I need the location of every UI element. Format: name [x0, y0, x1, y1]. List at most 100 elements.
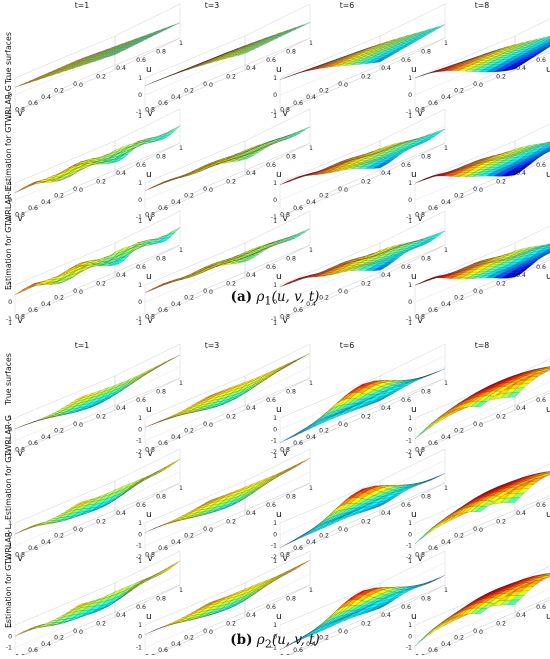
- v-tick-label: 0.6: [28, 440, 38, 447]
- u-tick-label: 0.8: [421, 493, 431, 500]
- surface-cell: [145, 575, 157, 581]
- v-tick-label: 1: [138, 113, 142, 120]
- surface-cell: [159, 568, 171, 574]
- z-tick-label: 1: [273, 622, 277, 629]
- z-tick-label: 1: [273, 520, 277, 527]
- u-tick-label: 0.6: [536, 162, 546, 169]
- u-tick-label: 0.4: [381, 272, 391, 279]
- u-tick-label: 0.6: [136, 264, 146, 271]
- v-axis-label: v: [18, 449, 24, 459]
- surface-cell: [152, 30, 164, 35]
- z-tick-label: 1: [138, 622, 142, 629]
- surface-cell: [298, 127, 310, 132]
- u-tick-label: 0: [479, 82, 483, 89]
- u-axis-label: u: [146, 170, 152, 180]
- u-axis-label: u: [146, 272, 152, 282]
- u-axis-label: u: [546, 170, 550, 180]
- v-tick-label: 1: [273, 453, 277, 460]
- column-title-3: t=8: [475, 1, 490, 10]
- surface-cell: [429, 70, 441, 73]
- v-tick-label: 0.6: [428, 100, 438, 107]
- surface-cell: [272, 366, 284, 373]
- u-axis-label: u: [546, 510, 550, 520]
- z-tick-label: -1: [271, 438, 277, 445]
- surface-cell: [27, 181, 39, 186]
- u-tick-label: 0: [344, 82, 348, 89]
- surface-cell: [294, 563, 306, 569]
- z-gridline: [280, 4, 445, 78]
- u-tick-label: 0.8: [421, 388, 431, 395]
- u-axis-label: u: [276, 272, 282, 282]
- u-tick-label: 0.2: [361, 179, 371, 186]
- v-tick-label: 0.6: [428, 307, 438, 314]
- surface-cell: [147, 365, 159, 372]
- u-tick-label: 0: [209, 187, 213, 194]
- v-tick-label: 1: [273, 218, 277, 225]
- v-tick-label: 0.6: [293, 307, 303, 314]
- surface-cell: [152, 469, 164, 475]
- v-tick-label: 0: [73, 526, 77, 533]
- u-tick-label: 0.2: [96, 621, 106, 628]
- u-tick-label: 0.6: [266, 264, 276, 271]
- z-tick-label: 0: [273, 197, 277, 204]
- v-tick-label: 1: [408, 113, 412, 120]
- surface-cell: [275, 573, 287, 580]
- v-tick-label: 0.6: [158, 205, 168, 212]
- u-tick-label: 1: [444, 247, 448, 254]
- u-tick-label: 0: [79, 527, 83, 534]
- u-tick-label: 0.2: [496, 414, 506, 421]
- v-axis-label: v: [148, 554, 154, 564]
- u-axis-label: u: [411, 65, 417, 75]
- surface-cell: [161, 463, 173, 470]
- surface-cell: [422, 423, 434, 433]
- u-axis-label: u: [146, 65, 152, 75]
- v-tick-label: 0.6: [28, 205, 38, 212]
- v-tick-label: 0: [473, 526, 477, 533]
- z-gridline: [145, 472, 310, 546]
- u-axis-label: u: [146, 405, 152, 415]
- z-tick-label: 1: [408, 75, 412, 82]
- surface-cell: [164, 565, 176, 572]
- z-tick-label: 1: [408, 520, 412, 527]
- z-gridline: [145, 367, 310, 441]
- v-tick-label: 0.2: [454, 532, 464, 539]
- u-tick-label: 0.2: [361, 519, 371, 526]
- u-tick-label: 0: [79, 187, 83, 194]
- v-tick-label: 0.4: [441, 434, 451, 441]
- u-tick-label: 0.8: [286, 595, 296, 602]
- v-axis-label: v: [283, 316, 289, 326]
- z-tick-label: 0: [273, 92, 277, 99]
- u-tick-label: 0.8: [421, 48, 431, 55]
- v-tick-label: 0: [203, 526, 207, 533]
- v-axis-label: v: [418, 214, 424, 224]
- v-axis-label: v: [283, 554, 289, 564]
- z-gridline: [15, 109, 180, 183]
- surface-cell: [168, 126, 180, 133]
- z-gridline: [280, 109, 445, 183]
- v-tick-label: 0.4: [306, 199, 316, 206]
- surface-cell: [289, 359, 301, 365]
- z-tick-label: -1: [136, 438, 142, 445]
- surface-cell: [164, 357, 176, 363]
- z-tick-label: 1: [138, 75, 142, 82]
- surface-cell: [20, 185, 32, 191]
- u-tick-label: 0.2: [226, 281, 236, 288]
- v-axis-label: v: [418, 554, 424, 564]
- u-tick-label: 0.6: [136, 162, 146, 169]
- u-axis-label: u: [146, 510, 152, 520]
- u-axis-label: u: [411, 510, 417, 520]
- v-tick-label: 0.6: [293, 205, 303, 212]
- v-tick-label: 0.2: [184, 87, 194, 94]
- z-tick-label: 1: [138, 520, 142, 527]
- column-title-1: t=3: [205, 341, 220, 350]
- surface-cell: [433, 473, 445, 478]
- u-axis-label: u: [546, 272, 550, 282]
- v-tick-label: 0.4: [441, 539, 451, 546]
- v-tick-label: 0.6: [158, 100, 168, 107]
- z-gridline: [15, 4, 180, 78]
- u-tick-label: 0.4: [381, 170, 391, 177]
- u-tick-label: 0.8: [156, 153, 166, 160]
- surface-cell: [294, 130, 306, 135]
